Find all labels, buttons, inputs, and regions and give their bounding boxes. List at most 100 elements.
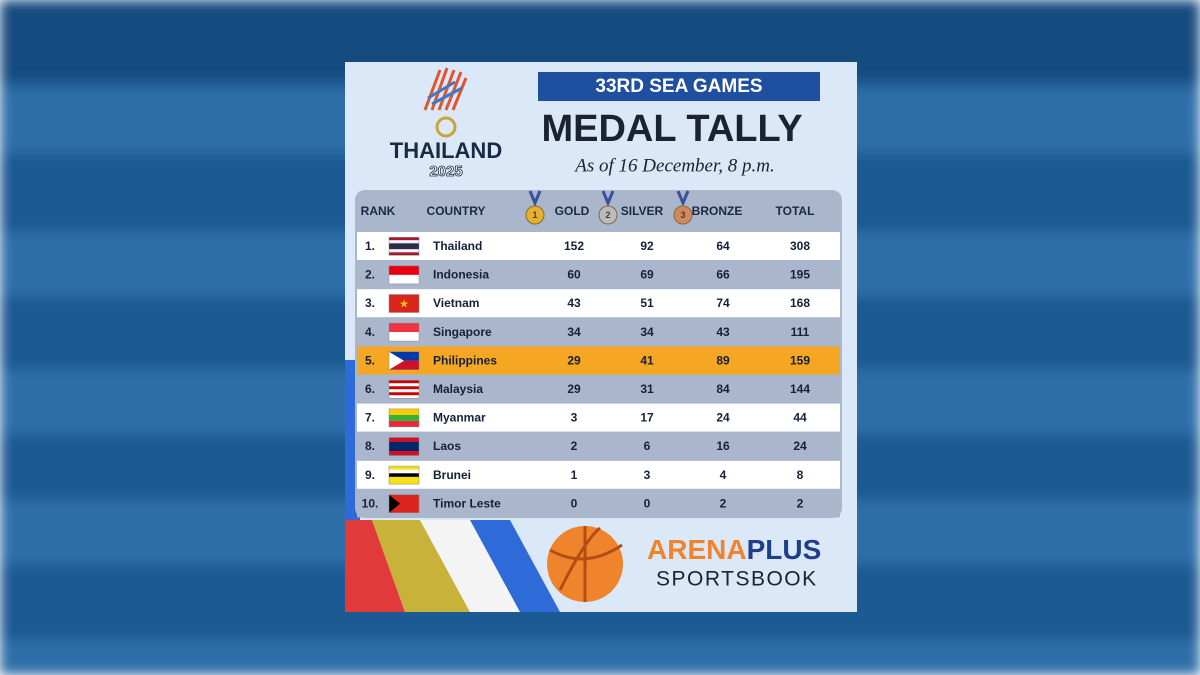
- logo-year: 2025: [429, 163, 462, 180]
- sponsor-name-part1: ARENA: [647, 534, 747, 565]
- table-row: 6. Malaysia 29 31 84 144: [357, 375, 840, 403]
- column-header: COUNTRY: [427, 204, 486, 218]
- flag-stripe: [389, 466, 419, 470]
- rank: 4.: [365, 325, 375, 339]
- flag-border: [388, 237, 420, 256]
- flag-stripe: [389, 420, 419, 427]
- medal-count: 44: [793, 411, 807, 425]
- flag-stripe: [389, 408, 419, 415]
- medal-count: 3: [644, 468, 651, 482]
- row-background: [357, 432, 840, 461]
- medal-count: 60: [567, 268, 581, 282]
- flag-stripe: [389, 386, 419, 390]
- table-row: 5. Philippines 29 41 89 159: [357, 346, 840, 375]
- flag-stripe: [389, 240, 419, 244]
- medal-count: 16: [716, 439, 730, 453]
- table-row: 9. Brunei 1 3 4 8: [357, 460, 840, 489]
- medal-count: 2: [797, 496, 804, 510]
- medal-count: 24: [793, 439, 807, 453]
- flag-stripe: [389, 323, 419, 333]
- flag-stripe: [389, 473, 419, 477]
- country: Myanmar: [433, 411, 486, 425]
- row-background: [357, 375, 840, 403]
- title: MEDAL TALLY: [541, 108, 802, 150]
- column-header: GOLD: [555, 204, 590, 218]
- flag-star: ★: [399, 298, 409, 310]
- banner: [538, 72, 820, 101]
- medal-number: 2: [605, 210, 610, 220]
- column-header: BRONZE: [692, 204, 743, 218]
- medal-ribbon: [676, 190, 690, 207]
- flag-stripe: [389, 494, 419, 513]
- medal-count: 144: [790, 382, 810, 396]
- medal-count: 4: [720, 468, 727, 482]
- medal-count: 74: [716, 296, 730, 310]
- column-header: TOTAL: [776, 204, 815, 218]
- flag-border: [388, 322, 420, 342]
- flag-stripe: [389, 360, 419, 370]
- row-background: [357, 403, 840, 432]
- medal-count: 64: [716, 239, 730, 253]
- medal-count: 92: [640, 239, 654, 253]
- medal-count: 6: [644, 439, 651, 453]
- rank: 2.: [365, 268, 375, 282]
- medal-ribbon: [528, 190, 542, 207]
- sponsor-name-part2: PLUS: [747, 534, 822, 565]
- flag-stripe: [389, 294, 419, 313]
- medal-number: 1: [532, 210, 537, 220]
- country: Singapore: [433, 325, 492, 339]
- sponsor-name: ARENAPLUS: [647, 534, 821, 565]
- rank: 8.: [365, 439, 375, 453]
- flag-stripe: [389, 351, 419, 361]
- rank: 5.: [365, 353, 375, 367]
- medal-count: 308: [790, 239, 810, 253]
- rank: 9.: [365, 468, 375, 482]
- flag-stripe: [389, 395, 419, 399]
- flag-stripe: [389, 392, 419, 396]
- medal-count: 31: [640, 382, 654, 396]
- sponsor-tagline: SPORTSBOOK: [656, 568, 818, 591]
- medal-disc: [598, 205, 618, 225]
- country: Malaysia: [433, 382, 483, 396]
- medal-icon: 3: [673, 190, 693, 225]
- flag-border: [388, 494, 420, 513]
- medal-count: 152: [564, 239, 584, 253]
- flag-border: [388, 265, 420, 285]
- medal-count: 69: [640, 268, 654, 282]
- flag-stripe: [389, 469, 419, 474]
- country: Brunei: [433, 468, 471, 482]
- flag-triangle: [389, 494, 400, 513]
- logo-name: THAILAND: [390, 138, 502, 163]
- table-row: 4. Singapore 34 34 43 111: [357, 317, 840, 346]
- rank: 6.: [365, 382, 375, 396]
- medal-count: 51: [640, 296, 654, 310]
- table-row: 2. Indonesia 60 69 66 195: [357, 260, 840, 289]
- flag-border: [388, 294, 420, 313]
- sponsor-logo: ARENAPLUS SPORTSBOOK: [547, 526, 821, 602]
- medal-count: 43: [716, 325, 730, 339]
- row-background: [357, 460, 840, 489]
- table-row: 1. Thailand 152 92 64 308: [357, 232, 840, 260]
- medal-disc: [673, 205, 693, 225]
- flag-border: [388, 465, 420, 485]
- medal-disc: [525, 205, 545, 225]
- medal-count: 3: [571, 411, 578, 425]
- flag-stripe: [389, 265, 419, 275]
- flag-stripe: [389, 414, 419, 421]
- flag-stripe: [389, 442, 419, 451]
- country: Indonesia: [433, 268, 489, 282]
- country: Thailand: [433, 239, 482, 253]
- medal-count: 66: [716, 268, 730, 282]
- flag-stripe: [389, 274, 419, 284]
- medal-count: 195: [790, 268, 810, 282]
- table-row: 8. Laos 2 6 16 24: [357, 432, 840, 461]
- row-background: [357, 346, 840, 375]
- medal-count: 89: [716, 353, 730, 367]
- row-background: [357, 317, 840, 346]
- medal-count: 34: [640, 325, 654, 339]
- medal-count: 29: [567, 353, 581, 367]
- row-background: [357, 289, 840, 318]
- medal-count: 34: [567, 325, 581, 339]
- rank: 10.: [362, 496, 379, 510]
